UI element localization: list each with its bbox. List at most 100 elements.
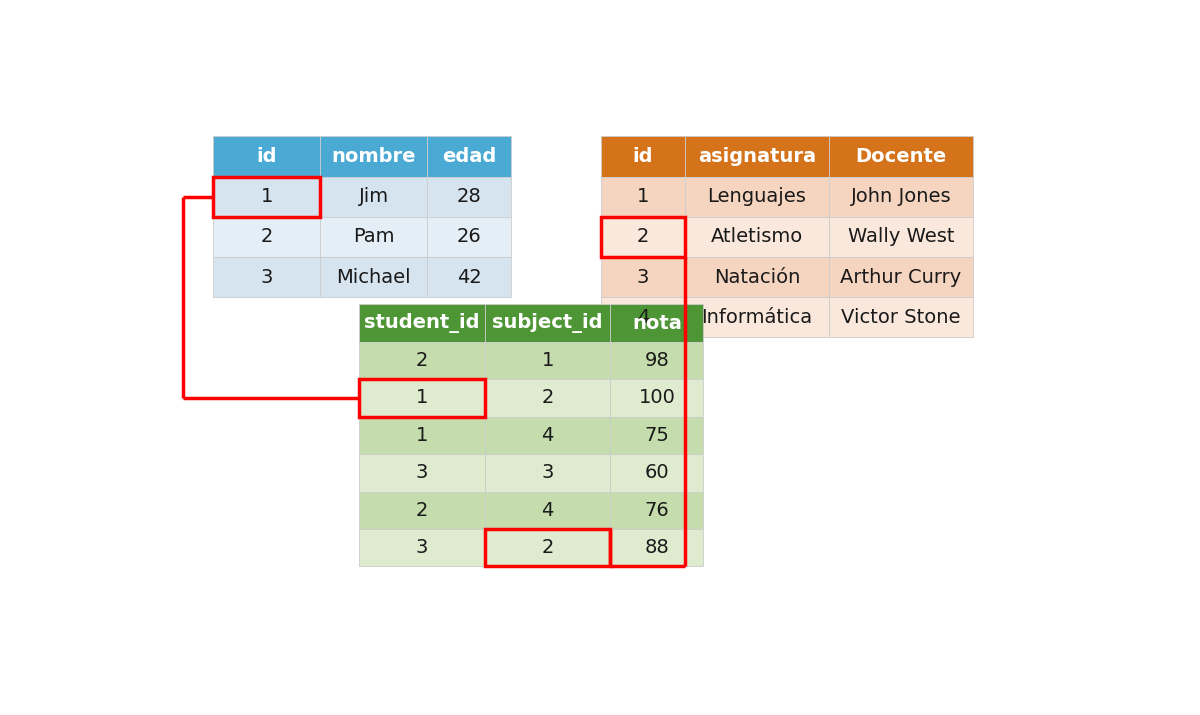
- FancyBboxPatch shape: [601, 137, 685, 177]
- Text: edad: edad: [442, 147, 496, 166]
- FancyBboxPatch shape: [685, 177, 829, 217]
- FancyBboxPatch shape: [611, 417, 703, 454]
- FancyBboxPatch shape: [359, 454, 485, 491]
- FancyBboxPatch shape: [359, 379, 485, 417]
- Text: 2: 2: [541, 538, 553, 557]
- Text: 98: 98: [644, 351, 670, 370]
- Text: 2: 2: [541, 388, 553, 408]
- FancyBboxPatch shape: [320, 257, 427, 297]
- FancyBboxPatch shape: [359, 305, 485, 342]
- Text: 88: 88: [644, 538, 670, 557]
- Text: Wally West: Wally West: [847, 227, 954, 247]
- FancyBboxPatch shape: [685, 137, 829, 177]
- FancyBboxPatch shape: [829, 177, 973, 217]
- FancyBboxPatch shape: [829, 257, 973, 297]
- FancyBboxPatch shape: [611, 454, 703, 491]
- Text: Docente: Docente: [856, 147, 947, 166]
- Bar: [485, 529, 611, 566]
- FancyBboxPatch shape: [320, 177, 427, 217]
- FancyBboxPatch shape: [320, 217, 427, 257]
- Text: id: id: [257, 147, 277, 166]
- Text: 60: 60: [644, 463, 670, 483]
- FancyBboxPatch shape: [601, 297, 685, 337]
- FancyBboxPatch shape: [359, 417, 485, 454]
- FancyBboxPatch shape: [214, 217, 320, 257]
- Text: 3: 3: [416, 463, 428, 483]
- Text: 4: 4: [637, 307, 649, 327]
- Text: asignatura: asignatura: [697, 147, 816, 166]
- Text: 3: 3: [416, 538, 428, 557]
- FancyBboxPatch shape: [601, 257, 685, 297]
- FancyBboxPatch shape: [214, 137, 320, 177]
- FancyBboxPatch shape: [214, 257, 320, 297]
- FancyBboxPatch shape: [485, 342, 611, 379]
- FancyBboxPatch shape: [427, 217, 511, 257]
- Text: 3: 3: [541, 463, 553, 483]
- Text: 1: 1: [260, 187, 272, 206]
- FancyBboxPatch shape: [685, 217, 829, 257]
- FancyBboxPatch shape: [601, 217, 685, 257]
- Text: 3: 3: [260, 267, 272, 287]
- FancyBboxPatch shape: [427, 137, 511, 177]
- Text: Informática: Informática: [701, 307, 812, 327]
- FancyBboxPatch shape: [485, 379, 611, 417]
- FancyBboxPatch shape: [829, 297, 973, 337]
- Text: 2: 2: [416, 500, 428, 520]
- FancyBboxPatch shape: [601, 177, 685, 217]
- Bar: [214, 177, 320, 217]
- Text: Atletismo: Atletismo: [710, 227, 803, 247]
- FancyBboxPatch shape: [485, 491, 611, 529]
- Text: Michael: Michael: [336, 267, 410, 287]
- Text: 100: 100: [638, 388, 676, 408]
- FancyBboxPatch shape: [611, 342, 703, 379]
- Text: John Jones: John Jones: [851, 187, 952, 206]
- Bar: [359, 379, 485, 417]
- Text: Jim: Jim: [359, 187, 389, 206]
- Text: Victor Stone: Victor Stone: [841, 307, 961, 327]
- Text: 1: 1: [416, 388, 428, 408]
- Text: Arthur Curry: Arthur Curry: [840, 267, 961, 287]
- FancyBboxPatch shape: [611, 491, 703, 529]
- Text: Natación: Natación: [714, 267, 800, 287]
- FancyBboxPatch shape: [214, 177, 320, 217]
- FancyBboxPatch shape: [685, 257, 829, 297]
- Text: 1: 1: [637, 187, 649, 206]
- FancyBboxPatch shape: [427, 257, 511, 297]
- Text: 28: 28: [457, 187, 481, 206]
- Text: nota: nota: [632, 314, 682, 332]
- FancyBboxPatch shape: [485, 417, 611, 454]
- FancyBboxPatch shape: [427, 177, 511, 217]
- FancyBboxPatch shape: [611, 379, 703, 417]
- Bar: [601, 217, 685, 257]
- Text: 42: 42: [457, 267, 481, 287]
- FancyBboxPatch shape: [685, 297, 829, 337]
- Text: 1: 1: [416, 426, 428, 445]
- Text: 4: 4: [541, 500, 553, 520]
- FancyBboxPatch shape: [611, 305, 703, 342]
- FancyBboxPatch shape: [359, 529, 485, 566]
- Text: subject_id: subject_id: [492, 313, 602, 333]
- Text: 4: 4: [541, 426, 553, 445]
- FancyBboxPatch shape: [359, 491, 485, 529]
- FancyBboxPatch shape: [485, 454, 611, 491]
- FancyBboxPatch shape: [320, 137, 427, 177]
- Text: Lenguajes: Lenguajes: [707, 187, 806, 206]
- FancyBboxPatch shape: [485, 529, 611, 566]
- Text: 2: 2: [637, 227, 649, 247]
- FancyBboxPatch shape: [359, 342, 485, 379]
- Text: 1: 1: [541, 351, 553, 370]
- Text: 2: 2: [260, 227, 272, 247]
- Text: 26: 26: [457, 227, 481, 247]
- Text: id: id: [632, 147, 653, 166]
- Text: student_id: student_id: [365, 313, 480, 333]
- Text: 76: 76: [644, 500, 670, 520]
- FancyBboxPatch shape: [485, 305, 611, 342]
- Text: 2: 2: [416, 351, 428, 370]
- FancyBboxPatch shape: [611, 529, 703, 566]
- Text: 75: 75: [644, 426, 670, 445]
- Text: Pam: Pam: [353, 227, 395, 247]
- FancyBboxPatch shape: [829, 217, 973, 257]
- Text: 3: 3: [637, 267, 649, 287]
- FancyBboxPatch shape: [829, 137, 973, 177]
- Text: nombre: nombre: [331, 147, 416, 166]
